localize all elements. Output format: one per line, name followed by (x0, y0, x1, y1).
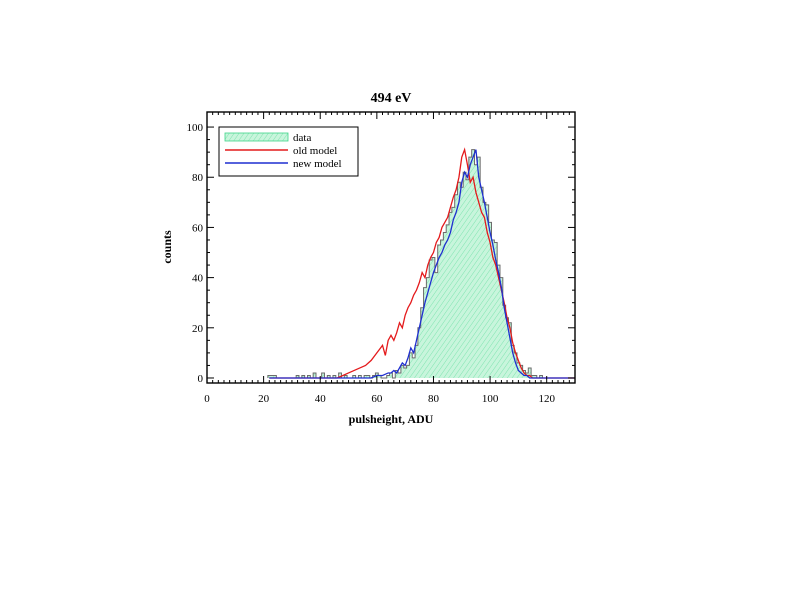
y-axis-label: counts (160, 230, 174, 264)
legend-label: old model (293, 145, 337, 157)
y-tick-label: 80 (192, 172, 204, 184)
old-model-line (269, 147, 575, 379)
y-tick-label: 100 (187, 122, 204, 134)
x-tick-label: 80 (428, 393, 440, 405)
x-tick-label: 100 (482, 393, 499, 405)
x-tick-label: 60 (371, 393, 383, 405)
plot-area (267, 147, 575, 379)
legend-label: data (293, 132, 311, 144)
y-tick-label: 0 (198, 373, 204, 385)
plot-frame (206, 111, 576, 384)
x-tick-label: 40 (315, 393, 327, 405)
data-histogram-fill (267, 149, 574, 378)
x-axis: 0 20 40 60 80 100 120 (204, 112, 576, 405)
y-axis: 0 20 40 60 80 100 (187, 122, 575, 385)
legend-swatch-data (224, 132, 289, 142)
y-tick-label: 60 (192, 222, 204, 234)
new-model-line (269, 149, 575, 379)
x-tick-label: 0 (204, 393, 210, 405)
x-tick-label: 20 (258, 393, 270, 405)
legend-label: new model (293, 158, 342, 170)
x-axis-label: pulsheight, ADU (349, 412, 434, 426)
y-tick-label: 40 (192, 273, 204, 285)
chart-title: 494 eV (371, 91, 412, 106)
y-tick-label: 20 (192, 323, 204, 335)
x-tick-label: 120 (538, 393, 555, 405)
